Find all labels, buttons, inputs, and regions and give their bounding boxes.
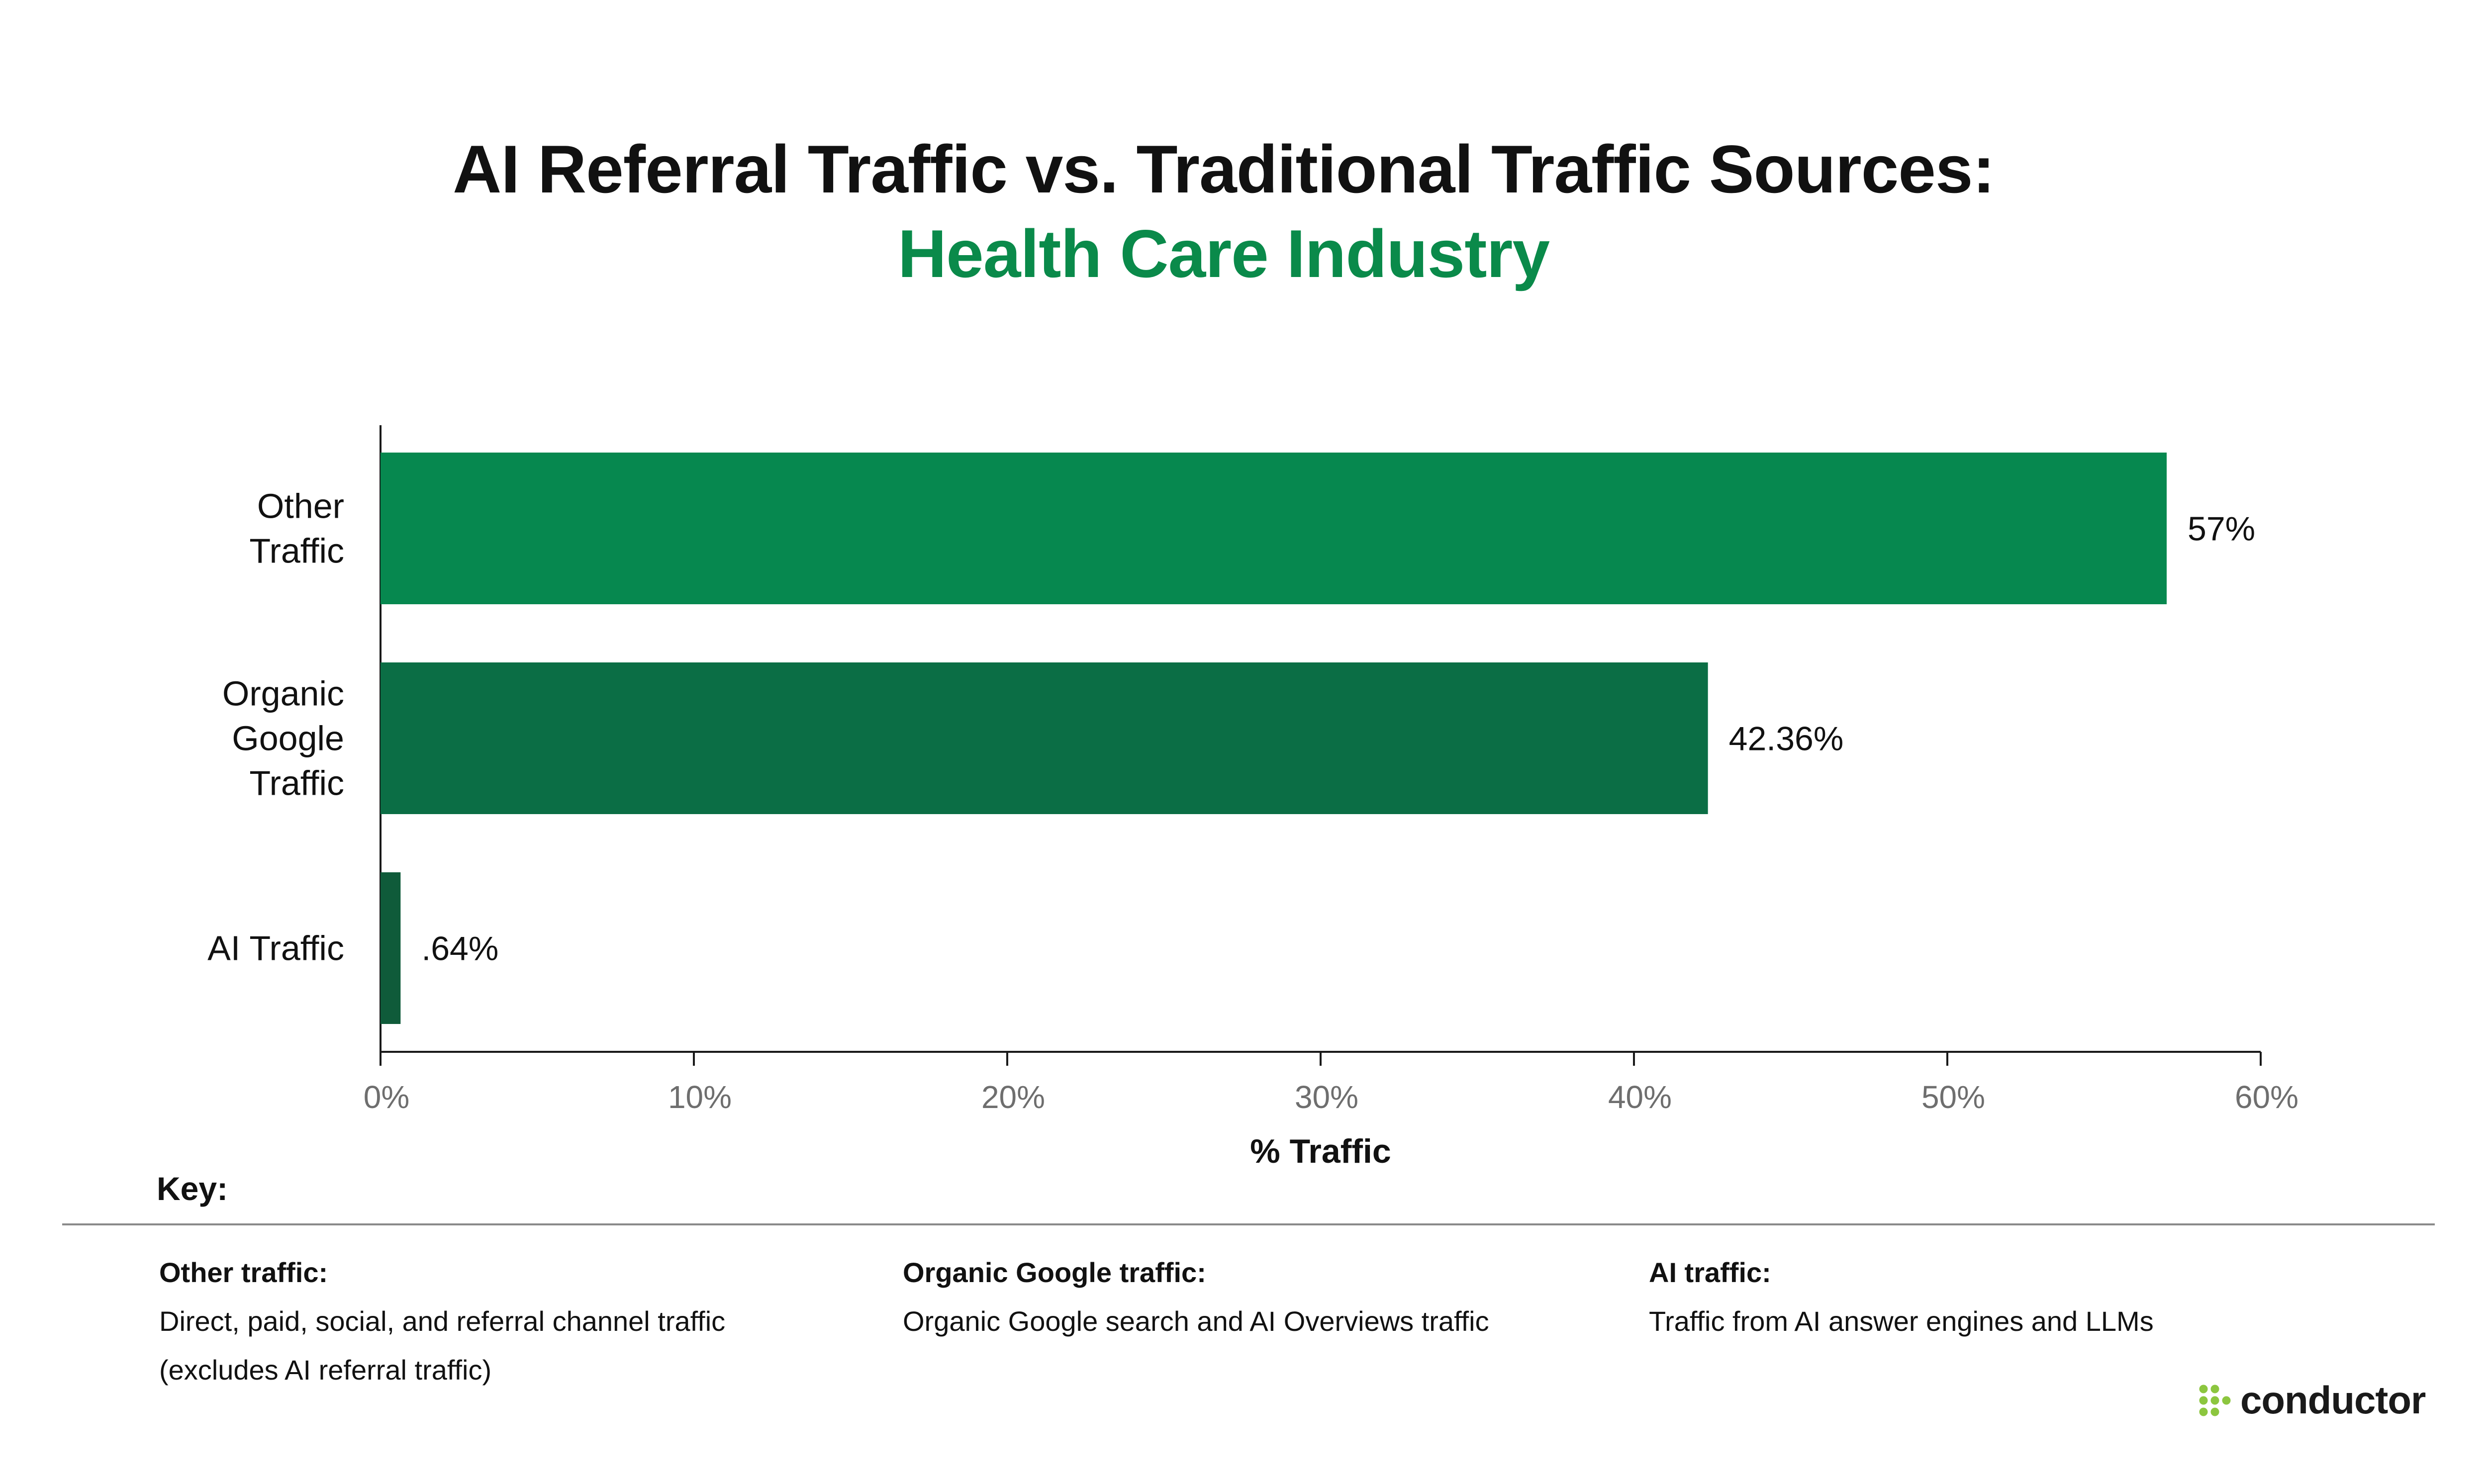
bar [381,453,2167,604]
key-item-name: Organic Google traffic: [903,1257,1206,1288]
logo-text: conductor [2240,1378,2426,1422]
category-label: AI Traffic [207,929,344,968]
key-item-desc: Traffic from AI answer engines and LLMs [1649,1305,2154,1337]
x-tick-label: 40% [1608,1079,1672,1115]
category-label: Organic Google Traffic [222,674,344,803]
key-item-other: Other traffic: Direct, paid, social, and… [159,1248,725,1394]
key-item-desc: (excludes AI referral traffic) [159,1354,492,1386]
bar [381,872,401,1024]
key-item-ai: AI traffic: Traffic from AI answer engin… [1649,1248,2154,1346]
data-label: .64% [421,930,498,968]
x-tick-label: 60% [2235,1079,2298,1115]
category-label: Other Traffic [249,487,344,570]
conductor-dots-icon [2199,1385,2231,1416]
x-tick-label: 30% [1295,1079,1358,1115]
key-item-name: AI traffic: [1649,1257,1771,1288]
key-title: Key: [157,1170,228,1207]
x-axis-label: % Traffic [1250,1132,1391,1170]
key-item-desc: Direct, paid, social, and referral chann… [159,1305,726,1337]
bar [381,662,1708,814]
chart-title: AI Referral Traffic vs. Traditional Traf… [453,131,1995,207]
x-tick-label: 50% [1921,1079,1985,1115]
x-tick-label: 0% [364,1079,410,1115]
chart-title-block: AI Referral Traffic vs. Traditional Traf… [0,127,2447,296]
x-tick-label: 20% [981,1079,1045,1115]
key-item-desc: Organic Google search and AI Overviews t… [903,1305,1489,1337]
key-item-organic-google: Organic Google traffic: Organic Google s… [903,1248,1489,1346]
x-tick-label: 10% [668,1079,732,1115]
bar-chart: 0% 10% 20% 30% 40% 50% 60% % Traffic 57% Other Tra… [207,425,2298,1170]
chart-subtitle: Health Care Industry [897,216,1550,291]
key-divider [62,1223,2435,1225]
key-item-name: Other traffic: [159,1257,328,1288]
conductor-logo: conductor [2199,1378,2426,1423]
data-label: 42.36% [1729,720,1844,758]
data-label: 57% [2188,510,2255,548]
